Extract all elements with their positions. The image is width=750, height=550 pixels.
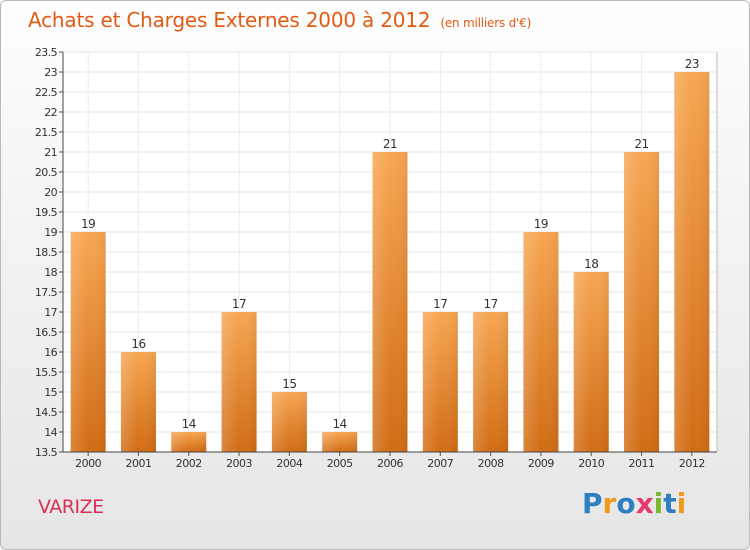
bar-shade (372, 152, 408, 452)
y-tick-label: 14 (44, 426, 57, 439)
y-tick-label: 22 (44, 106, 57, 119)
bar-value-label: 17 (433, 297, 447, 311)
bar-value-label: 14 (333, 417, 347, 431)
bar-shade (221, 312, 257, 452)
y-tick-label: 16.5 (35, 326, 58, 339)
bar-value-label: 14 (182, 417, 196, 431)
bar-value-label: 21 (634, 137, 648, 151)
bar-value-label: 17 (483, 297, 497, 311)
y-tick-label: 20 (44, 186, 57, 199)
logo-letter: t (663, 487, 677, 520)
y-tick-label: 15.5 (35, 366, 58, 379)
logo-letter: i (676, 487, 687, 520)
logo-letter: P (582, 487, 603, 520)
bar-shade (573, 272, 609, 452)
bar-value-label: 18 (584, 257, 598, 271)
y-tick-label: 19 (44, 226, 57, 239)
x-tick-label: 2007 (427, 457, 453, 470)
y-tick-label: 20.5 (35, 166, 58, 179)
chart-title: Achats et Charges Externes 2000 à 2012 (e… (28, 8, 531, 32)
y-tick-label: 21.5 (35, 126, 58, 139)
logo-letter: x (635, 487, 654, 520)
x-tick-label: 2005 (327, 457, 353, 470)
y-tick-label: 17.5 (35, 286, 58, 299)
x-tick-label: 2003 (226, 457, 252, 470)
y-tick-label: 22.5 (35, 86, 58, 99)
y-tick-label: 21 (44, 146, 57, 159)
bar-value-label: 16 (131, 337, 145, 351)
bar-shade (70, 232, 106, 452)
x-tick-label: 2002 (176, 457, 202, 470)
y-tick-label: 18.5 (35, 246, 58, 259)
bar-value-label: 23 (685, 57, 699, 71)
bar-shade (271, 392, 307, 452)
y-tick-label: 14.5 (35, 406, 58, 419)
chart-title-text: Achats et Charges Externes 2000 à 2012 (28, 8, 431, 32)
proxiti-logo: Proxiti (582, 487, 686, 520)
bar-shade (422, 312, 458, 452)
bar-value-label: 19 (81, 217, 95, 231)
logo-letter: i (653, 487, 664, 520)
bar-shade (674, 72, 710, 452)
y-tick-label: 23.5 (35, 46, 58, 59)
x-tick-label: 2000 (75, 457, 101, 470)
bar-value-label: 17 (232, 297, 246, 311)
x-tick-label: 2011 (629, 457, 655, 470)
x-tick-label: 2001 (125, 457, 151, 470)
bar-value-label: 15 (282, 377, 296, 391)
bar-value-label: 19 (534, 217, 548, 231)
bar-value-label: 21 (383, 137, 397, 151)
commune-name: VARIZE (38, 496, 104, 518)
y-tick-label: 17 (44, 306, 57, 319)
y-tick-label: 19.5 (35, 206, 58, 219)
y-tick-label: 13.5 (35, 446, 58, 459)
x-tick-label: 2006 (377, 457, 403, 470)
y-tick-label: 16 (44, 346, 57, 359)
x-tick-label: 2010 (578, 457, 604, 470)
y-tick-label: 18 (44, 266, 57, 279)
logo-letter: o (616, 487, 636, 520)
logo-letter: r (602, 487, 617, 520)
x-tick-label: 2008 (478, 457, 504, 470)
bar-shade (523, 232, 559, 452)
y-tick-label: 15 (44, 386, 57, 399)
y-tick-label: 23 (44, 66, 57, 79)
x-tick-label: 2009 (528, 457, 554, 470)
bar-shade (171, 432, 207, 452)
chart-unit: (en milliers d'€) (440, 16, 532, 30)
bar-shade (473, 312, 509, 452)
bar-shade (120, 352, 156, 452)
x-tick-label: 2012 (679, 457, 705, 470)
x-tick-label: 2004 (276, 457, 302, 470)
bar-shade (322, 432, 358, 452)
bar-shade (624, 152, 660, 452)
